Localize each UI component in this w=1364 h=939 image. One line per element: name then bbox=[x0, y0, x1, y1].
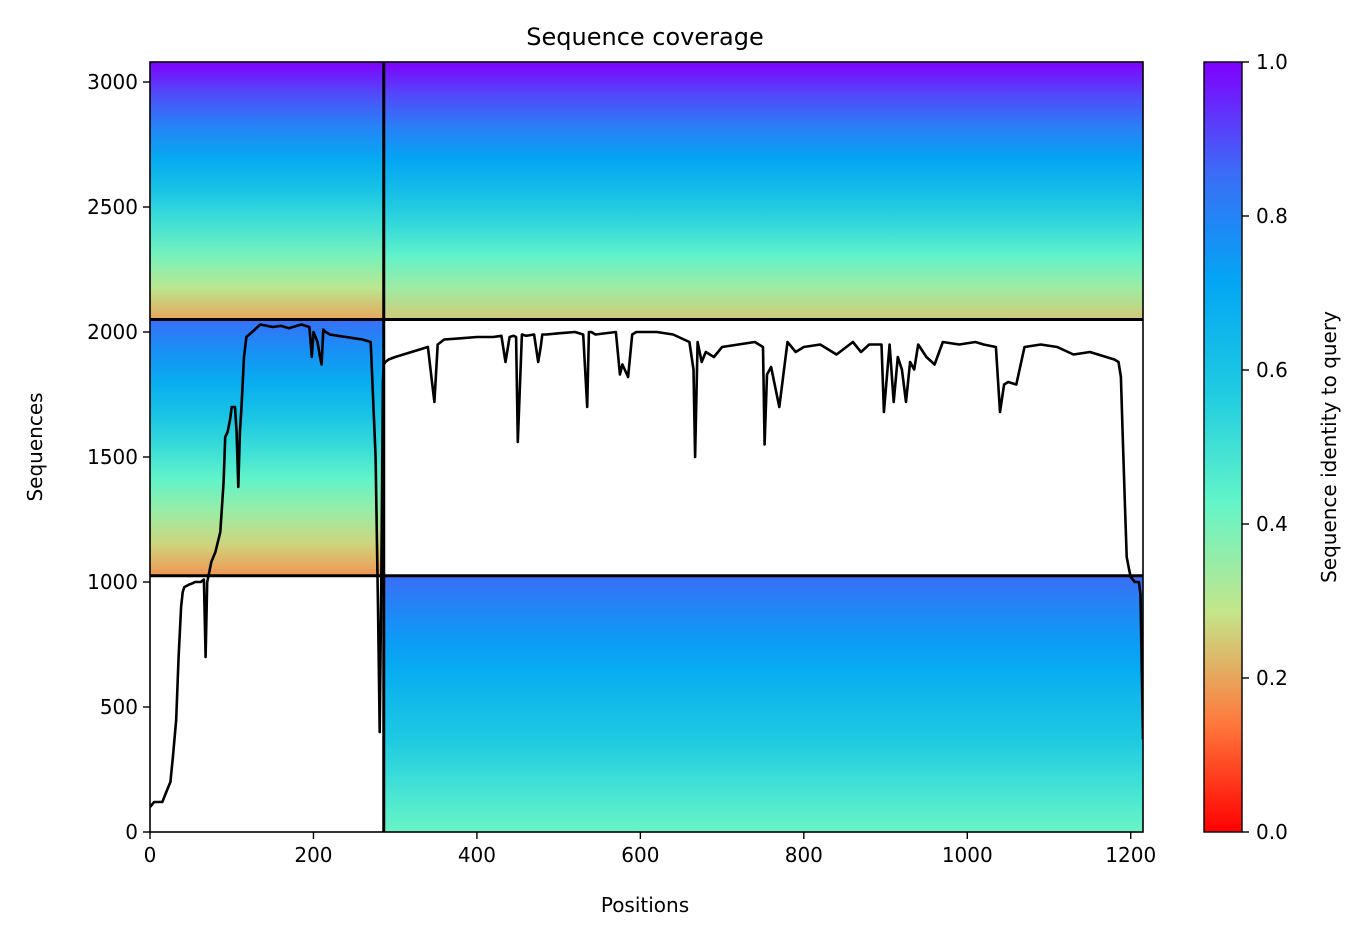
y-axis: 0 500 1000 1500 2000 2500 3000 bbox=[87, 70, 150, 844]
colorbar: 0.0 0.2 0.4 0.6 0.8 1.0 Sequence identity to … bbox=[1203, 50, 1341, 844]
colorbar-tick-label: 1.0 bbox=[1256, 50, 1288, 74]
colorbar-tick-label: 0.6 bbox=[1256, 358, 1288, 382]
heatmap-block bbox=[150, 319, 384, 576]
colorbar-label: Sequence identity to query bbox=[1317, 311, 1341, 583]
y-tick-label: 3000 bbox=[87, 70, 138, 94]
x-tick-label: 200 bbox=[294, 843, 332, 867]
coverage-heatmap bbox=[150, 62, 1143, 832]
y-axis-label: Sequences bbox=[23, 392, 47, 501]
y-tick-label: 2500 bbox=[87, 195, 138, 219]
block-dividers bbox=[150, 62, 1143, 832]
heatmap-block bbox=[383, 575, 1143, 832]
colorbar-tick-label: 0.2 bbox=[1256, 666, 1288, 690]
x-tick-label: 1000 bbox=[942, 843, 993, 867]
plot-frame bbox=[149, 61, 1144, 833]
x-axis-label: Positions bbox=[601, 893, 689, 917]
colorbar-tick-label: 0.4 bbox=[1256, 512, 1288, 536]
colorbar-ticks: 0.0 0.2 0.4 0.6 0.8 1.0 bbox=[1242, 50, 1288, 844]
heatmap-block bbox=[150, 62, 384, 320]
x-axis: 0 200 400 600 800 1000 1200 bbox=[144, 832, 1156, 867]
y-tick-label: 2000 bbox=[87, 320, 138, 344]
chart-title: Sequence coverage bbox=[526, 23, 763, 51]
heatmap-block bbox=[383, 62, 1143, 320]
x-tick-label: 1200 bbox=[1105, 843, 1156, 867]
colorbar-tick-label: 0.8 bbox=[1256, 204, 1288, 228]
x-tick-label: 800 bbox=[785, 843, 823, 867]
x-tick-label: 600 bbox=[621, 843, 659, 867]
y-tick-label: 1500 bbox=[87, 445, 138, 469]
colorbar-gradient bbox=[1203, 61, 1243, 833]
coverage-line bbox=[150, 323, 1143, 808]
y-tick-label: 0 bbox=[125, 820, 138, 844]
y-tick-label: 1000 bbox=[87, 570, 138, 594]
x-tick-label: 0 bbox=[144, 843, 157, 867]
y-tick-label: 500 bbox=[100, 695, 138, 719]
x-tick-label: 400 bbox=[458, 843, 496, 867]
colorbar-tick-label: 0.0 bbox=[1256, 820, 1288, 844]
